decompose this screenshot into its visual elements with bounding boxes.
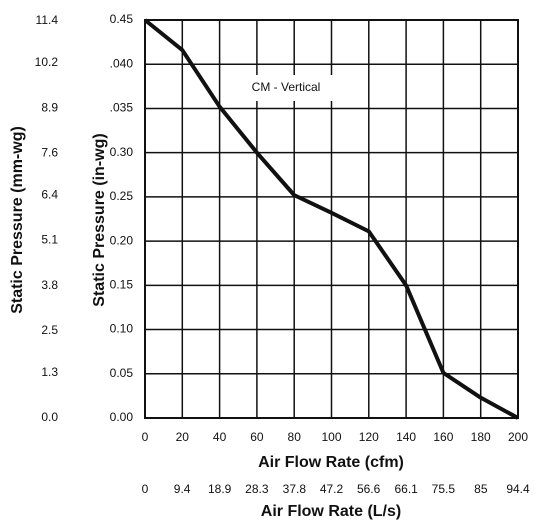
annotation-box [238, 75, 334, 101]
y-tick-label: .035 [110, 101, 134, 115]
x2-tick-label: 37.8 [283, 482, 307, 496]
x-tick-label: 40 [213, 430, 227, 444]
x2-tick-label: 9.4 [174, 482, 191, 496]
x2-tick-label: 85 [474, 482, 488, 496]
y2-tick-label: 1.3 [41, 365, 58, 379]
y2-tick-label: 6.4 [41, 187, 58, 201]
x-tick-label: 20 [176, 430, 190, 444]
x-tick-label: 120 [359, 430, 379, 444]
x-tick-label: 200 [508, 430, 528, 444]
y-tick-label: 0.10 [110, 322, 134, 336]
y2-tick-label: 0.0 [41, 410, 58, 424]
x2-tick-label: 47.2 [320, 482, 344, 496]
y-tick-label: 0.20 [110, 233, 134, 247]
x2-tick-label: 0 [142, 482, 149, 496]
y-tick-label: 0.05 [110, 366, 134, 380]
y2-tick-label: 11.4 [36, 13, 59, 27]
x-tick-label: 140 [396, 430, 416, 444]
y-tick-label: 0.25 [110, 189, 134, 203]
x2-tick-label: 56.6 [357, 482, 381, 496]
annotation: CM - Vertical [252, 80, 321, 94]
x2-tick-label: 66.1 [394, 482, 418, 496]
x2-tick-label: 28.3 [245, 482, 269, 496]
y2-tick-label: 5.1 [41, 233, 58, 247]
y-tick-label: 0.15 [110, 278, 134, 292]
x2-axis-title: Air Flow Rate (L/s) [261, 503, 401, 520]
x-tick-label: 100 [321, 430, 341, 444]
y-tick-label: 0.45 [110, 12, 134, 26]
y2-tick-label: 2.5 [41, 323, 58, 337]
x-tick-label: 180 [471, 430, 491, 444]
series-line [143, 18, 519, 420]
y-tick-label: .040 [110, 56, 134, 70]
y-axis-title: Static Pressure (in-wg) [91, 133, 108, 306]
y2-tick-label: 3.8 [41, 278, 58, 292]
x-tick-label: 60 [250, 430, 264, 444]
y2-tick-label: 10.2 [35, 55, 59, 69]
y-tick-label: 0.00 [110, 410, 134, 424]
x-axis-title: Air Flow Rate (cfm) [258, 454, 404, 471]
x-tick-label: 160 [433, 430, 453, 444]
plot-border [144, 19, 519, 419]
x2-tick-label: 75.5 [432, 482, 456, 496]
y2-tick-label: 8.9 [41, 100, 58, 114]
x-tick-label: 80 [288, 430, 302, 444]
x2-tick-label: 94.4 [506, 482, 530, 496]
y2-axis-title: Static Pressure (mm-wg) [9, 126, 26, 314]
y-tick-label: 0.30 [110, 145, 134, 159]
x2-tick-label: 18.9 [208, 482, 232, 496]
x-tick-label: 0 [142, 430, 149, 444]
y2-tick-label: 7.6 [41, 146, 58, 160]
